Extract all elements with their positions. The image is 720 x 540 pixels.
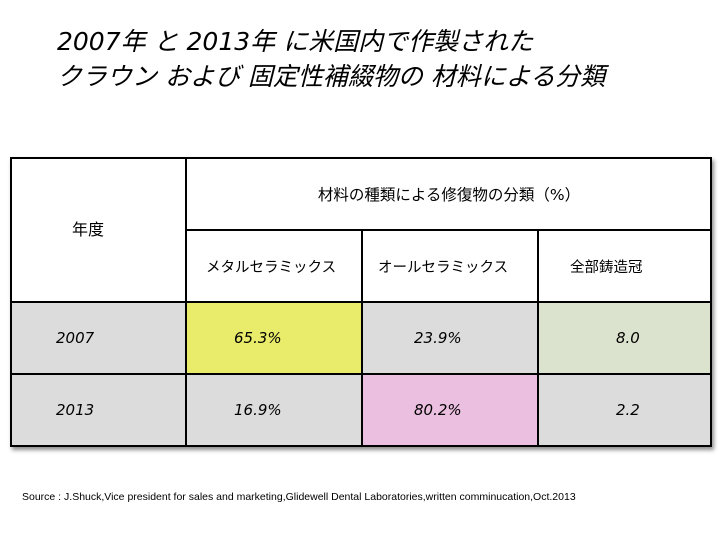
value-2013-all-ceramics: 80.2% [414,401,462,419]
column-divider-1 [361,229,363,447]
classification-table: 年度 材料の種類による修復物の分類（%） メタルセラミックス オールセラミックス… [10,157,712,447]
highlight-2007-full-cast [538,302,712,374]
table-left-border [10,157,12,447]
group-header-divider [186,229,712,231]
column-header-all-ceramics: オールセラミックス [378,259,509,276]
highlight-2007-metal-ceramics [186,302,362,374]
year-column-divider [185,157,187,447]
column-divider-2 [537,229,539,447]
value-2007-full-cast: 8.0 [616,329,640,347]
table-top-border [10,157,712,159]
value-2013-metal-ceramics: 16.9% [234,401,282,419]
year-header: 年度 [72,220,105,239]
value-2007-all-ceramics: 23.9% [414,329,462,347]
title-line-1: 2007年 と 2013年 に米国内で作製された [57,27,534,56]
row-year-2007: 2007 [56,329,95,347]
title-line-2: クラウン および 固定性補綴物の 材料による分類 [57,62,606,91]
material-group-header: 材料の種類による修復物の分類（%） [317,186,581,204]
value-2007-metal-ceramics: 65.3% [234,329,282,347]
table-right-border [710,157,712,447]
value-2013-full-cast: 2.2 [616,401,640,419]
slide-title: 2007年 と 2013年 に米国内で作製された クラウン および 固定性補綴物… [57,24,697,94]
source-citation: Source : J.Shuck,Vice president for sale… [22,491,576,503]
row-year-2013: 2013 [56,401,95,419]
highlight-2013-all-ceramics [362,374,538,447]
column-header-metal-ceramics: メタルセラミックス [206,259,337,276]
column-header-full-cast-crown: 全部鋳造冠 [570,259,643,276]
